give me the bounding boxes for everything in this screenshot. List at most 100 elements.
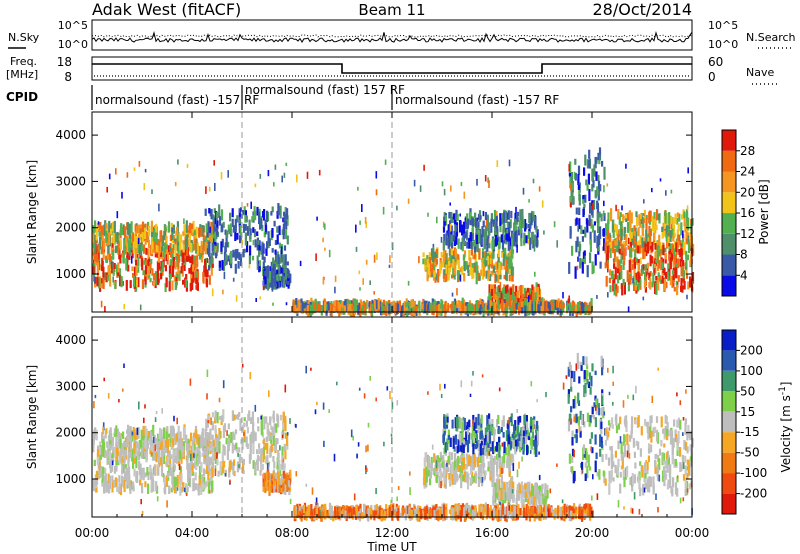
heatmap-cell: [246, 241, 249, 253]
heatmap-cell: [524, 483, 527, 490]
heatmap-cell: [504, 247, 507, 258]
heatmap-cell: [469, 467, 473, 475]
heatmap-cell: [190, 432, 193, 442]
heatmap-cell: [123, 440, 126, 454]
heatmap-cell: [661, 275, 664, 284]
heatmap-cell: [665, 224, 668, 234]
heatmap-cell: [301, 301, 304, 311]
heatmap-cell: [588, 372, 592, 380]
heatmap-cell: [485, 303, 488, 315]
heatmap-cell: [506, 228, 509, 241]
nave-tick-top: 60: [708, 55, 723, 69]
heatmap-cell: [580, 301, 583, 311]
heatmap-cell: [465, 440, 468, 446]
cpid-label: CPID: [6, 90, 38, 104]
heatmap-cell: [653, 267, 656, 276]
heatmap-cell: [486, 415, 489, 427]
heatmap-cell: [482, 304, 485, 318]
heatmap-cell: [601, 407, 604, 416]
heatmap-cell: [654, 281, 657, 295]
heatmap-cell: [193, 463, 196, 469]
heatmap-cell: [480, 441, 483, 446]
heatmap-cell: [204, 484, 207, 489]
heatmap-cell: [637, 262, 640, 276]
heatmap-cell: [277, 266, 280, 275]
heatmap-cell: [228, 228, 231, 235]
heatmap-cell: [488, 292, 491, 301]
heatmap-cell: [490, 270, 493, 277]
heatmap-cell: [546, 301, 549, 308]
heatmap-cell: [476, 457, 480, 467]
heatmap-cell: [644, 287, 647, 293]
heatmap-speckle: [173, 275, 176, 282]
heatmap-cell: [272, 257, 275, 271]
heatmap-cell: [463, 439, 466, 449]
heatmap-cell: [569, 226, 572, 235]
heatmap-cell: [591, 407, 594, 415]
heatmap-cell: [488, 254, 491, 267]
heatmap-cell: [493, 433, 496, 443]
heatmap-cell: [187, 470, 190, 477]
heatmap-cell: [506, 287, 509, 292]
heatmap-cell: [98, 460, 101, 473]
heatmap-cell: [596, 212, 599, 224]
heatmap-speckle: [158, 203, 160, 212]
heatmap-cell: [147, 265, 150, 276]
heatmap-speckle: [324, 247, 326, 251]
heatmap-cell: [494, 235, 497, 247]
heatmap-cell: [529, 423, 533, 429]
heatmap-cell: [342, 306, 345, 315]
heatmap-cell: [139, 452, 142, 457]
heatmap-cell: [615, 224, 618, 237]
heatmap-cell: [222, 221, 225, 228]
heatmap-cell: [274, 472, 277, 480]
heatmap-cell: [618, 216, 621, 225]
heatmap-cell: [475, 218, 478, 228]
heatmap-cell: [123, 245, 126, 255]
heatmap-cell: [434, 272, 437, 283]
heatmap-cell: [260, 424, 263, 436]
heatmap-cell: [587, 454, 590, 467]
heatmap-cell: [458, 416, 461, 428]
heatmap-cell: [172, 450, 175, 460]
heatmap-cell: [520, 229, 523, 242]
heatmap-cell: [465, 463, 468, 470]
heatmap-speckle: [183, 218, 185, 224]
heatmap-cell: [508, 274, 511, 282]
heatmap-cell: [238, 412, 241, 417]
heatmap-cell: [492, 495, 495, 506]
heatmap-cell: [262, 268, 265, 277]
heatmap-cell: [384, 301, 388, 307]
heatmap-speckle: [659, 242, 662, 249]
heatmap-cell: [148, 225, 151, 237]
heatmap-speckle: [315, 253, 317, 261]
heatmap-cell: [469, 220, 472, 226]
heatmap-cell: [134, 252, 137, 263]
heatmap-cell: [446, 416, 449, 423]
heatmap-cell: [506, 459, 509, 469]
heatmap-cell: [671, 275, 674, 288]
heatmap-cell: [175, 451, 178, 464]
heatmap-cell: [213, 221, 216, 234]
heatmap-cell: [460, 470, 463, 479]
heatmap-cell: [606, 427, 609, 432]
heatmap-cell: [102, 439, 105, 452]
heatmap-cell: [191, 439, 194, 447]
heatmap-cell: [680, 247, 683, 256]
heatmap-cell: [583, 370, 586, 380]
heatmap-cell: [266, 278, 269, 291]
heatmap-cell: [594, 190, 598, 198]
heatmap-cell: [412, 302, 415, 312]
heatmap-cell: [215, 252, 218, 259]
heatmap-cell: [682, 260, 685, 266]
heatmap-cell: [295, 298, 298, 311]
heatmap-cell: [163, 487, 166, 493]
heatmap-cell: [344, 299, 347, 312]
heatmap-cell: [239, 219, 242, 224]
heatmap-cell: [595, 398, 598, 408]
heatmap-cell: [531, 496, 534, 507]
heatmap-cell: [94, 475, 98, 487]
heatmap-cell: [272, 456, 275, 462]
heatmap-cell: [460, 478, 463, 489]
